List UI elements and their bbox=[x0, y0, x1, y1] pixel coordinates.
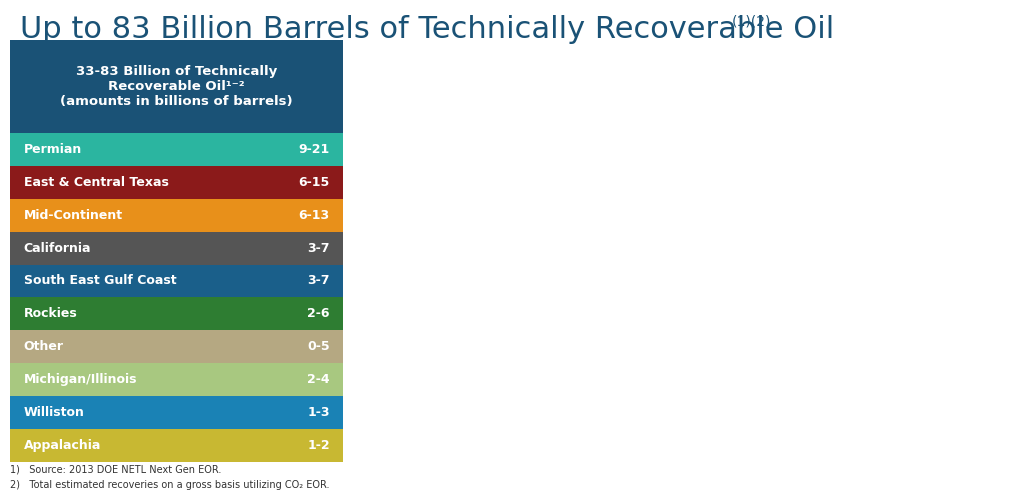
FancyBboxPatch shape bbox=[10, 133, 343, 166]
FancyBboxPatch shape bbox=[10, 232, 343, 264]
Text: East & Central Texas: East & Central Texas bbox=[24, 175, 168, 189]
Text: Rockies: Rockies bbox=[24, 308, 77, 321]
Text: 6-13: 6-13 bbox=[299, 209, 330, 222]
Text: 3-7: 3-7 bbox=[307, 242, 330, 254]
FancyBboxPatch shape bbox=[10, 396, 343, 429]
Text: Williston: Williston bbox=[24, 406, 84, 419]
Text: 2-6: 2-6 bbox=[307, 308, 330, 321]
FancyBboxPatch shape bbox=[10, 429, 343, 462]
Text: 1)   Source: 2013 DOE NETL Next Gen EOR.: 1) Source: 2013 DOE NETL Next Gen EOR. bbox=[10, 465, 221, 475]
Text: Mid-Continent: Mid-Continent bbox=[24, 209, 123, 222]
FancyBboxPatch shape bbox=[10, 264, 343, 297]
Text: Other: Other bbox=[24, 340, 63, 353]
FancyBboxPatch shape bbox=[10, 40, 343, 133]
Text: 1-2: 1-2 bbox=[307, 439, 330, 452]
Text: California: California bbox=[24, 242, 91, 254]
Text: 2-4: 2-4 bbox=[307, 373, 330, 386]
FancyBboxPatch shape bbox=[10, 297, 343, 331]
FancyBboxPatch shape bbox=[10, 331, 343, 363]
Text: (1)(2): (1)(2) bbox=[732, 15, 771, 29]
Text: 1-3: 1-3 bbox=[307, 406, 330, 419]
Text: 6-15: 6-15 bbox=[298, 175, 330, 189]
Text: 0-5: 0-5 bbox=[307, 340, 330, 353]
Text: 3-7: 3-7 bbox=[307, 274, 330, 287]
Text: South East Gulf Coast: South East Gulf Coast bbox=[24, 274, 176, 287]
Text: Michigan/Illinois: Michigan/Illinois bbox=[24, 373, 137, 386]
Text: Up to 83 Billion Barrels of Technically Recoverable Oil: Up to 83 Billion Barrels of Technically … bbox=[20, 15, 835, 44]
FancyBboxPatch shape bbox=[10, 363, 343, 396]
FancyBboxPatch shape bbox=[10, 199, 343, 232]
FancyBboxPatch shape bbox=[10, 166, 343, 199]
Text: Appalachia: Appalachia bbox=[24, 439, 101, 452]
Text: 9-21: 9-21 bbox=[298, 143, 330, 156]
Text: 33-83 Billion of Technically
Recoverable Oil¹⁻²
(amounts in billions of barrels): 33-83 Billion of Technically Recoverable… bbox=[60, 65, 293, 108]
Text: Permian: Permian bbox=[24, 143, 82, 156]
Text: 2)   Total estimated recoveries on a gross basis utilizing CO₂ EOR.: 2) Total estimated recoveries on a gross… bbox=[10, 480, 330, 490]
